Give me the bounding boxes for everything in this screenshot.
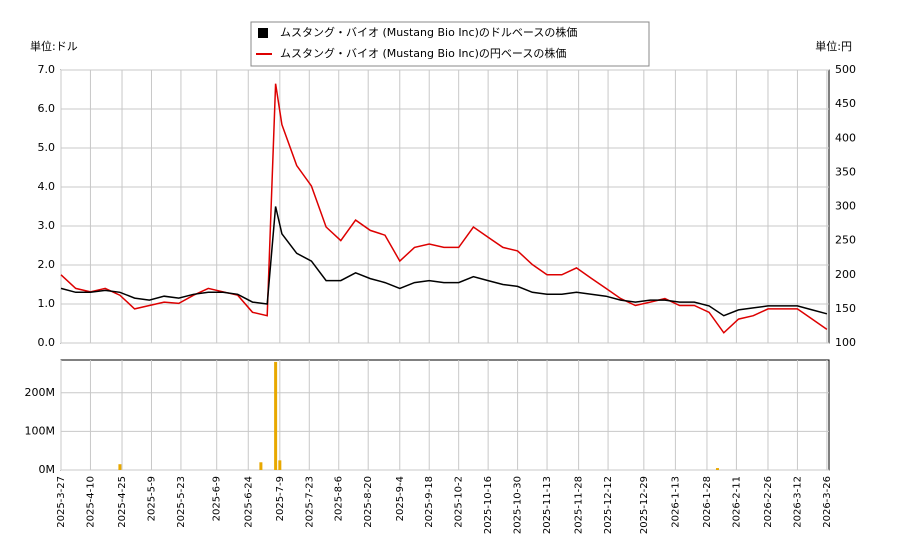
x-tick-label: 2025-3-27 [56,476,67,528]
y-tick-label: 3.0 [38,219,56,232]
y-tick-label: 4.0 [38,180,56,193]
x-tick-label: 2026-1-13 [670,476,681,528]
y-tick-label: 1.0 [38,297,56,310]
legend [250,21,650,67]
volume-bar [715,468,719,470]
y2-tick-label: 500 [835,63,856,76]
y-tick-label: 5.0 [38,141,56,154]
y-tick-label: 0.0 [38,336,56,349]
x-tick-label: 2025-4-25 [117,476,128,528]
x-tick-label: 2025-5-23 [176,476,187,528]
y2-unit: 単位:円 [815,39,852,53]
x-tick-label: 2025-7-9 [275,476,286,521]
x-tick-label: 2026-3-26 [822,476,833,528]
y2-tick-label: 350 [835,165,856,178]
x-tick-label: 2026-1-28 [702,476,713,528]
x-tick-label: 2025-10-2 [454,476,465,528]
x-tick-label: 2025-8-6 [334,476,345,521]
y2-tick-label: 400 [835,131,856,144]
y2-tick-label: 200 [835,268,856,281]
volume-tick-label: 200M [25,386,56,399]
x-tick-label: 2025-11-13 [542,476,553,534]
legend-label: ムスタング・バイオ (Mustang Bio Inc)の円ベースの株価 [280,46,566,60]
x-tick-label: 2025-12-29 [639,476,650,534]
price-line [60,206,828,317]
x-tick-label: 2026-3-12 [792,476,803,528]
x-tick-label: 2025-5-9 [146,476,157,521]
y2-tick-label: 300 [835,200,856,213]
y-tick-label: 2.0 [38,258,56,271]
x-tick-label: 2025-10-16 [483,476,494,534]
y2-tick-label: 250 [835,234,856,247]
volume-bar [278,460,282,470]
x-tick-label: 2025-10-30 [513,476,524,534]
y-tick-label: 7.0 [38,63,56,76]
x-tick-label: 2025-9-4 [395,476,406,521]
volume-tick-label: 100M [25,424,56,437]
y-unit: 単位:ドル [30,39,78,53]
legend-label: ムスタング・バイオ (Mustang Bio Inc)のドルベースの株価 [280,25,577,39]
y-tick-label: 6.0 [38,102,56,115]
volume-frame [60,359,830,471]
x-tick-label: 2025-6-24 [243,476,254,528]
y2-tick-label: 150 [835,302,856,315]
x-tick-label: 2025-11-28 [574,476,585,534]
x-tick-label: 2026-2-26 [763,476,774,528]
volume-tick-label: 0M [39,463,56,476]
x-tick-label: 2025-6-9 [212,476,223,521]
y2-tick-label: 100 [835,336,856,349]
y2-tick-label: 450 [835,97,856,110]
volume-bar [259,462,263,470]
price-line [60,83,828,334]
x-tick-label: 2025-8-20 [363,476,374,528]
legend-swatch [258,28,268,38]
x-tick-label: 2025-12-12 [603,476,614,534]
volume-bar [274,361,278,470]
volume-bar [118,464,122,470]
x-tick-label: 2026-2-11 [731,476,742,528]
price-frame [60,69,830,344]
x-tick-label: 2025-4-10 [85,476,96,528]
x-tick-label: 2025-9-18 [424,476,435,528]
x-tick-label: 2025-7-23 [304,476,315,528]
